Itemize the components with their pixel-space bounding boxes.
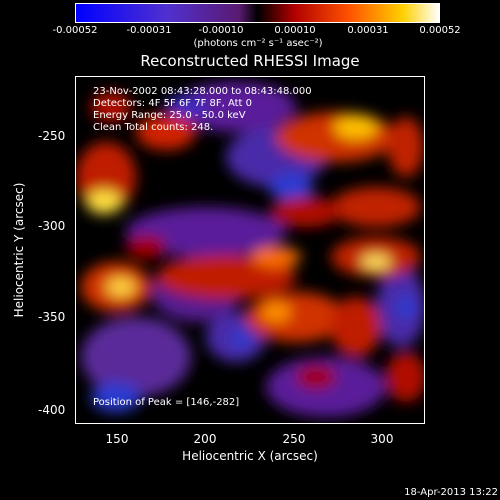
x-tick: 250	[282, 432, 306, 446]
detectors: Detectors: 4F 5F 6F 7F 8F, Att 0	[93, 98, 253, 109]
peak-position: Position of Peak = [146,-282]	[93, 397, 240, 408]
y-tick: -400	[38, 403, 66, 417]
timestamp: 18-Apr-2013 13:22	[404, 487, 498, 498]
colorbar	[75, 3, 440, 23]
colorbar-tick: -0.00031	[126, 25, 172, 36]
rhessi-image: 23-Nov-2002 08:43:28.000 to 08:43:48.000…	[75, 76, 425, 424]
y-tick: -250	[38, 129, 66, 143]
clean-counts: Clean Total counts: 248.	[93, 122, 214, 133]
y-tick: -300	[38, 219, 66, 233]
energy-range: Energy Range: 25.0 - 50.0 keV	[93, 110, 246, 121]
x-tick: 150	[105, 432, 129, 446]
colorbar-tick: 0.00010	[274, 25, 316, 36]
colorbar-tick: -0.00010	[198, 25, 244, 36]
time-range: 23-Nov-2002 08:43:28.000 to 08:43:48.000	[93, 86, 312, 97]
x-tick: 200	[193, 432, 217, 446]
colorbar-units: (photons cm⁻² s⁻¹ asec⁻²)	[193, 38, 323, 49]
y-axis-label: Heliocentric Y (arcsec)	[12, 182, 26, 318]
image-canvas	[76, 77, 424, 423]
plot-title: Reconstructed RHESSI Image	[140, 52, 360, 70]
colorbar-tick: -0.00052	[52, 25, 98, 36]
colorbar-tick: 0.00052	[419, 25, 461, 36]
y-tick: -350	[38, 310, 66, 324]
x-tick: 300	[370, 432, 394, 446]
x-axis-label: Heliocentric X (arcsec)	[182, 449, 318, 463]
colorbar-tick: 0.00031	[347, 25, 389, 36]
